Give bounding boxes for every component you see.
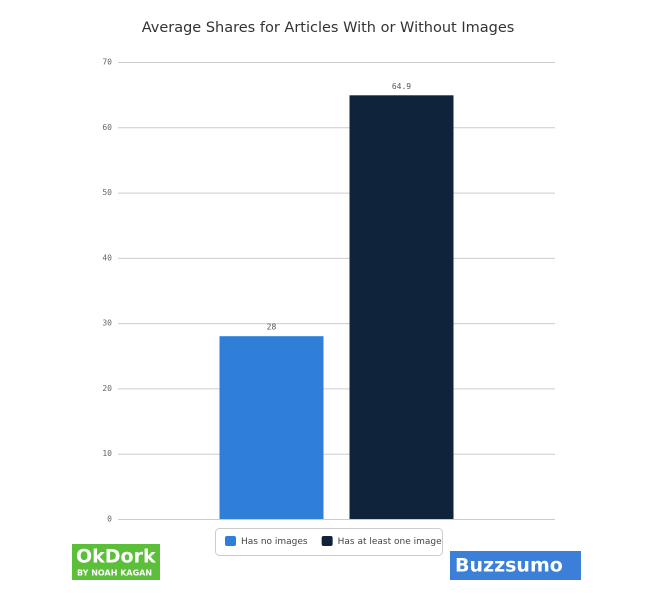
buzzsumo-logo — [450, 551, 581, 580]
y-tick-label: 70 — [102, 58, 112, 67]
legend-label: Has no images — [241, 537, 308, 547]
y-tick-label: 30 — [102, 319, 112, 328]
data-label: 64.9 — [392, 82, 411, 91]
okdork-text: OkDork — [76, 546, 156, 568]
y-tick-label: 0 — [107, 515, 112, 524]
bar — [219, 336, 324, 519]
y-tick-label: 20 — [102, 384, 112, 393]
y-tick-label: 60 — [102, 123, 112, 132]
y-tick-label: 40 — [102, 253, 112, 262]
legend-label: Has at least one image — [338, 537, 442, 547]
buzzsumo-text: Buzzsumo — [455, 555, 563, 577]
okdork-subtext: BY NOAH KAGAN — [77, 569, 152, 578]
y-tick-label: 50 — [102, 188, 112, 197]
okdork-logo — [72, 544, 160, 580]
bar — [349, 95, 454, 519]
y-tick-label: 10 — [102, 449, 112, 458]
chart-title: Average Shares for Articles With or With… — [142, 20, 515, 36]
legend-swatch — [321, 536, 333, 546]
data-label: 28 — [267, 323, 277, 332]
legend-swatch — [225, 536, 236, 546]
